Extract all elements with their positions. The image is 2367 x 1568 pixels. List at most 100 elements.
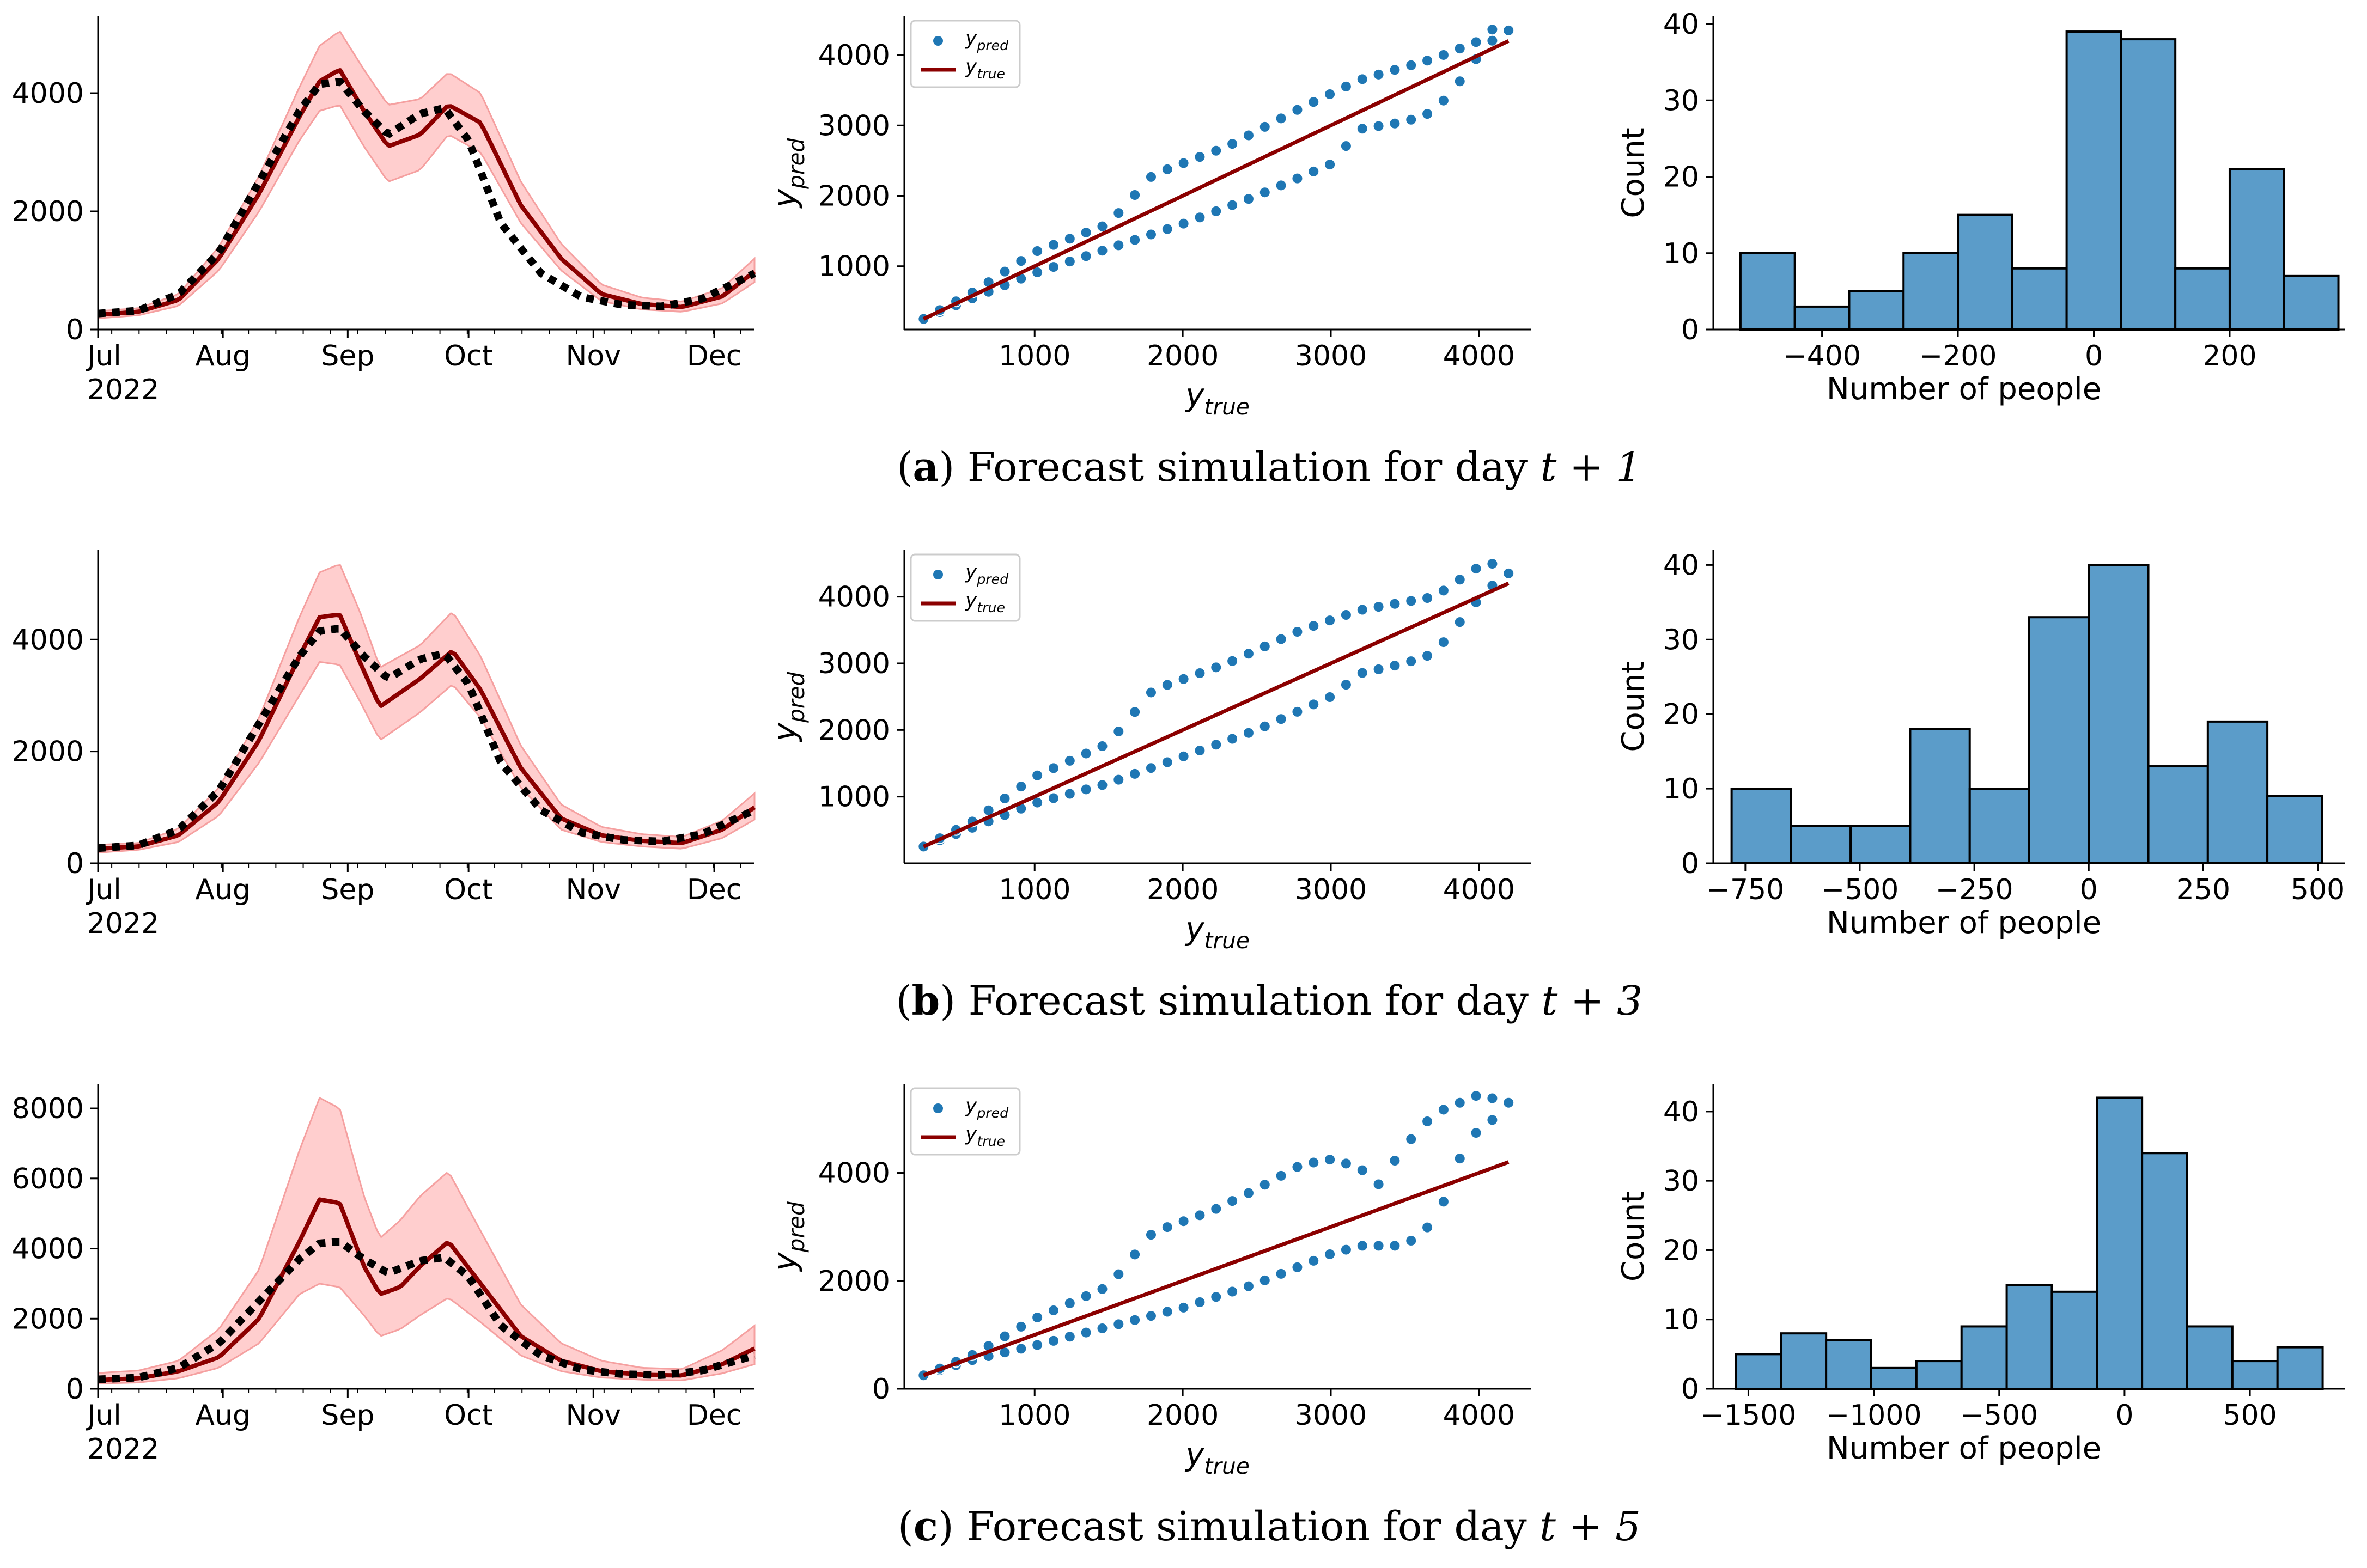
caption-math: t + 5 <box>1540 1503 1641 1550</box>
y-tick-label: 40 <box>1663 549 1699 582</box>
scatter-point <box>1437 94 1450 107</box>
scatter-point <box>1453 573 1466 586</box>
scatter-point <box>1063 788 1076 800</box>
y-tick-label: 1000 <box>818 781 890 814</box>
y-tick-label: 3000 <box>818 648 890 680</box>
caption-letter: c <box>914 1503 938 1550</box>
scatter-point <box>1258 1179 1271 1191</box>
panel-caption: (a) Forecast simulation for day t + 1 <box>897 444 1642 491</box>
legend-label-pred-base: y <box>965 27 977 50</box>
scatter-point <box>1389 660 1401 672</box>
histogram-bar <box>1793 305 1851 331</box>
scatter-point <box>1015 1343 1027 1355</box>
scatter-point <box>1437 48 1450 61</box>
scatter-point <box>1015 780 1027 793</box>
caption-text: Forecast simulation for day <box>954 444 1540 491</box>
histogram-bar <box>2050 1290 2098 1390</box>
histogram-chart: −1500 −1000 −500 0 500 0 10 20 30 40 Number of peo… <box>1616 1084 2345 1466</box>
scatter-point <box>1437 1195 1450 1208</box>
scatter-point <box>1177 750 1190 762</box>
scatter-point <box>1145 762 1157 774</box>
scatter-point <box>1405 113 1417 126</box>
legend-marker-pred <box>932 35 944 47</box>
x-tick-label: −1500 <box>1700 1399 1796 1432</box>
x-tick-label: −750 <box>1706 874 1784 906</box>
x-tick-label: 250 <box>2176 874 2230 906</box>
time-series-chart: 0 2000 4000 Jul Aug Sep Oct Nov Dec 2022 <box>12 550 756 940</box>
legend-label-pred-base: y <box>965 561 977 583</box>
scatter-point <box>1080 747 1092 760</box>
x-tick-label: Oct <box>444 874 493 906</box>
y-tick-label: 10 <box>1663 1304 1699 1337</box>
caption-close: ) <box>940 978 956 1024</box>
histogram-chart: −400 −200 0 200 0 10 20 30 40 Number of people Cou… <box>1616 8 2345 407</box>
scatter-point <box>1226 199 1239 211</box>
scatter-point <box>1340 679 1352 691</box>
scatter-point <box>1453 1096 1466 1109</box>
y-true-line <box>922 581 1510 849</box>
x-tick-label: 3000 <box>1295 340 1367 373</box>
scatter-point <box>1161 679 1173 691</box>
y-tick-label: 0 <box>66 847 84 880</box>
histogram-bar <box>1739 252 1796 331</box>
scatter-point <box>1340 80 1352 93</box>
prediction-interval-band <box>97 1096 756 1384</box>
histogram-bar <box>2266 795 2323 865</box>
scatter-point <box>1291 705 1304 718</box>
x-tick-label: Dec <box>687 340 742 373</box>
scatter-point <box>1405 1235 1417 1247</box>
scatter-point <box>1324 1248 1336 1260</box>
y-axis-label-sub: pred <box>783 138 810 190</box>
scatter-point <box>1470 36 1482 48</box>
y-tick-label: 4000 <box>818 581 890 614</box>
scatter-point <box>1307 1254 1320 1267</box>
scatter-point <box>1015 255 1027 267</box>
x-tick-label: 1000 <box>999 1399 1070 1432</box>
y-tick-label: 2000 <box>818 180 890 212</box>
x-tick-label: 4000 <box>1443 874 1515 906</box>
scatter-point <box>1177 217 1190 230</box>
scatter-point <box>1063 233 1076 245</box>
x-tick-label: −500 <box>1960 1399 2038 1432</box>
histogram-bar <box>2206 720 2269 865</box>
y-true-line <box>923 1160 1510 1377</box>
scatter-point <box>1291 626 1304 638</box>
scatter-point <box>1145 170 1157 183</box>
scatter-point <box>1340 140 1352 152</box>
scatter-point <box>1080 1290 1092 1302</box>
x-tick-label: Oct <box>444 1399 493 1432</box>
x-tick-label: 4000 <box>1443 340 1515 373</box>
scatter-point <box>1340 609 1352 621</box>
scatter-point <box>1242 727 1255 739</box>
scatter-point <box>1145 1310 1157 1322</box>
x-axis-label-base: y <box>1184 376 1204 413</box>
caption-close: ) <box>939 444 954 491</box>
panel-caption: (b) Forecast simulation for day t + 3 <box>896 978 1643 1024</box>
scatter-point <box>1047 239 1060 251</box>
scatter-point <box>1421 108 1434 120</box>
histogram-chart: −750 −500 −250 0 250 500 0 10 20 30 40 Number of pe… <box>1616 549 2345 941</box>
scatter-point <box>1372 601 1385 613</box>
scatter-point <box>1356 603 1368 616</box>
scatter-point <box>1129 1248 1141 1261</box>
scatter-point <box>1047 762 1060 774</box>
scatter-point <box>1096 779 1109 791</box>
x-year-label: 2022 <box>87 907 159 940</box>
x-tick-label: 500 <box>2223 1399 2277 1432</box>
scatter-point <box>1421 1115 1434 1127</box>
y-tick-label: 4000 <box>12 1233 84 1266</box>
scatter-point <box>1226 1195 1239 1207</box>
y-axis-label: Count <box>1616 127 1651 218</box>
histogram-bar <box>1902 252 1960 331</box>
scatter-point <box>1372 1178 1385 1191</box>
legend-label-true: ytrue <box>965 56 1005 82</box>
caption-math: t + 1 <box>1541 444 1642 491</box>
scatter-point <box>1486 34 1499 47</box>
scatter-point <box>1502 1096 1515 1109</box>
scatter-point <box>1145 228 1157 241</box>
histogram-bar <box>2174 267 2231 331</box>
histogram-bar <box>2065 30 2122 331</box>
histogram-bar <box>2186 1325 2234 1390</box>
y-tick-label: 4000 <box>12 77 84 110</box>
time-series-chart: 0 2000 4000 Jul Aug Sep Oct Nov Dec 2022 <box>12 16 757 406</box>
